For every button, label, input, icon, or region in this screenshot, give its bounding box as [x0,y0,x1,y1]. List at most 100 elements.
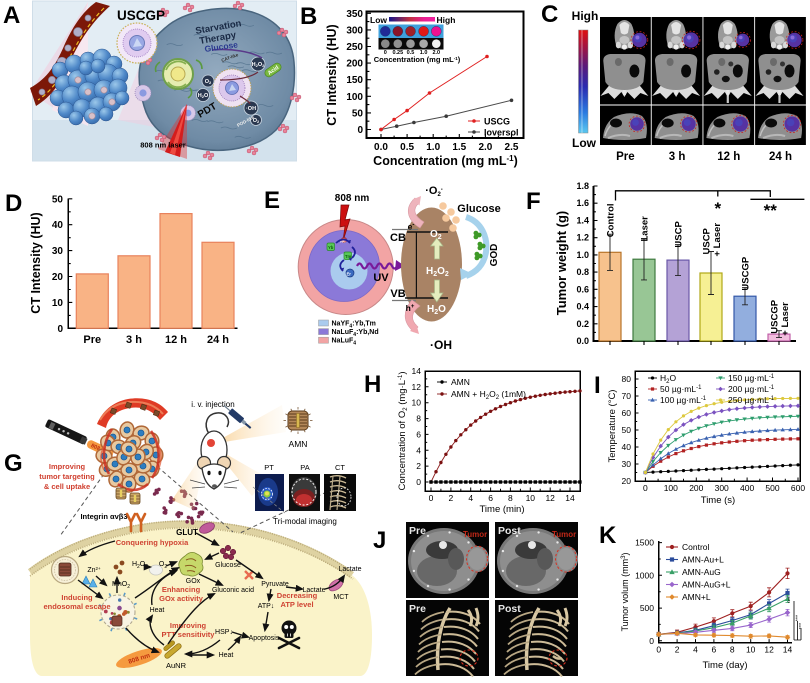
svg-text:Heat: Heat [219,652,234,659]
svg-text:12 h: 12 h [717,151,740,163]
svg-text:12: 12 [764,645,774,655]
svg-text:0.0: 0.0 [374,142,388,153]
svg-text:100: 100 [346,92,363,103]
svg-text:300: 300 [346,25,363,36]
svg-text:2: 2 [675,645,680,655]
svg-text:Nd: Nd [340,239,346,244]
svg-text:USCP: USCP [702,227,713,254]
svg-text:0.8: 0.8 [576,267,589,277]
svg-text:Zn2+: Zn2+ [87,566,101,575]
svg-text:USCP: USCP [674,221,685,248]
svg-text:PA: PA [300,463,309,472]
svg-text:h+: h+ [406,303,415,313]
svg-text:24 h: 24 h [207,334,229,346]
svg-text:350: 350 [346,9,363,20]
svg-text:0.6: 0.6 [576,284,589,294]
svg-text:Tumor weight (g): Tumor weight (g) [554,211,569,315]
svg-text:AMN+L: AMN+L [682,592,711,602]
svg-text:1.2: 1.2 [576,233,589,243]
svg-text:20: 20 [622,476,632,486]
svg-text:1000: 1000 [635,570,654,580]
svg-text:Er: Er [347,272,352,277]
svg-text:Pre: Pre [409,603,426,615]
svg-text:HSP↓: HSP↓ [215,629,233,636]
svg-text:80: 80 [622,374,632,384]
svg-text:200: 200 [346,59,363,70]
svg-text:3 h: 3 h [126,334,142,346]
svg-text:1.0: 1.0 [420,50,428,56]
svg-text:40: 40 [52,220,64,231]
svg-text:Ioversol: Ioversol [484,128,519,138]
svg-text:+ Laser: + Laser [712,223,723,257]
svg-text:CT Intensity (HU): CT Intensity (HU) [29,212,43,313]
svg-text:1500: 1500 [635,538,654,548]
svg-text:Inducing: Inducing [61,593,93,602]
svg-text:O2: O2 [159,561,167,570]
svg-text:·OH: ·OH [430,338,452,352]
svg-text:1.6: 1.6 [576,198,589,208]
svg-text:8: 8 [508,493,513,503]
svg-text:12: 12 [412,382,422,392]
svg-text:Enhancing: Enhancing [162,585,201,594]
svg-text:AuNR: AuNR [166,661,187,670]
svg-text:0.5: 0.5 [400,142,414,153]
svg-text:AMN: AMN [451,377,470,387]
svg-text:200: 200 [689,483,703,493]
svg-text:Tumor: Tumor [463,530,487,539]
svg-text:2: 2 [416,461,421,471]
svg-text:150 µg·mL-1: 150 µg·mL-1 [728,373,775,383]
svg-text:USCGP: USCGP [741,256,752,290]
svg-text:6: 6 [416,429,421,439]
svg-text:500: 500 [765,483,779,493]
svg-text:2.5: 2.5 [505,142,519,153]
svg-text:4: 4 [416,445,421,455]
svg-text:Post: Post [498,603,521,615]
svg-text:12: 12 [545,493,555,503]
svg-text:H2O2: H2O2 [252,62,266,68]
svg-text:1.0: 1.0 [426,142,440,153]
svg-text:2.0: 2.0 [432,50,440,56]
svg-text:CAT-like: CAT-like [221,52,240,63]
svg-text:MnO2: MnO2 [112,581,130,590]
svg-text:B: B [300,3,317,30]
svg-text:Post: Post [498,525,521,537]
svg-text:K: K [599,522,617,549]
svg-text:·O2-: ·O2- [425,185,443,198]
svg-text:808 nm: 808 nm [335,193,370,204]
svg-text:H: H [364,371,381,398]
svg-text:0.25: 0.25 [392,50,403,56]
svg-text:500: 500 [640,603,654,613]
svg-text:6: 6 [488,493,493,503]
svg-text:2: 2 [449,493,454,503]
svg-text:40: 40 [622,442,632,452]
svg-text:30: 30 [52,246,64,257]
svg-text:·OH: ·OH [246,106,256,112]
svg-text:Integrin αvβ3: Integrin αvβ3 [80,512,127,521]
svg-text:G: G [4,450,23,477]
svg-text:AMN-AuG: AMN-AuG [682,567,721,577]
svg-text:Low: Low [370,15,387,25]
svg-text:endosomal escape: endosomal escape [43,602,110,611]
svg-text:Concentration of O2 (mg·L-1): Concentration of O2 (mg·L-1) [397,371,409,490]
svg-text:Concentration (mg mL-1): Concentration (mg mL-1) [374,55,461,64]
svg-text:0: 0 [649,636,654,646]
svg-text:E: E [264,187,280,214]
svg-text:VB: VB [390,288,405,300]
svg-text:Tumor: Tumor [552,530,576,539]
svg-text:0: 0 [57,324,63,335]
svg-text:ATP level: ATP level [280,600,313,609]
svg-text:Glucose: Glucose [204,39,239,54]
svg-text:CT: CT [335,463,345,472]
svg-text:Concentration (mg mL-1): Concentration (mg mL-1) [373,154,518,169]
svg-text:AMN: AMN [289,439,308,449]
svg-text:8: 8 [730,645,735,655]
svg-text:NaLuF4:Yb,Nd: NaLuF4:Yb,Nd [332,329,379,338]
svg-text:A: A [3,2,20,29]
svg-text:50: 50 [352,108,364,119]
svg-text:0: 0 [429,493,434,503]
svg-text:50 µg·mL-1: 50 µg·mL-1 [660,384,702,394]
svg-text:AMN-Au+L: AMN-Au+L [682,555,724,565]
svg-text:Glucose: Glucose [457,203,500,215]
svg-text:GOx activity: GOx activity [159,594,204,603]
svg-text:1.8: 1.8 [576,181,589,191]
